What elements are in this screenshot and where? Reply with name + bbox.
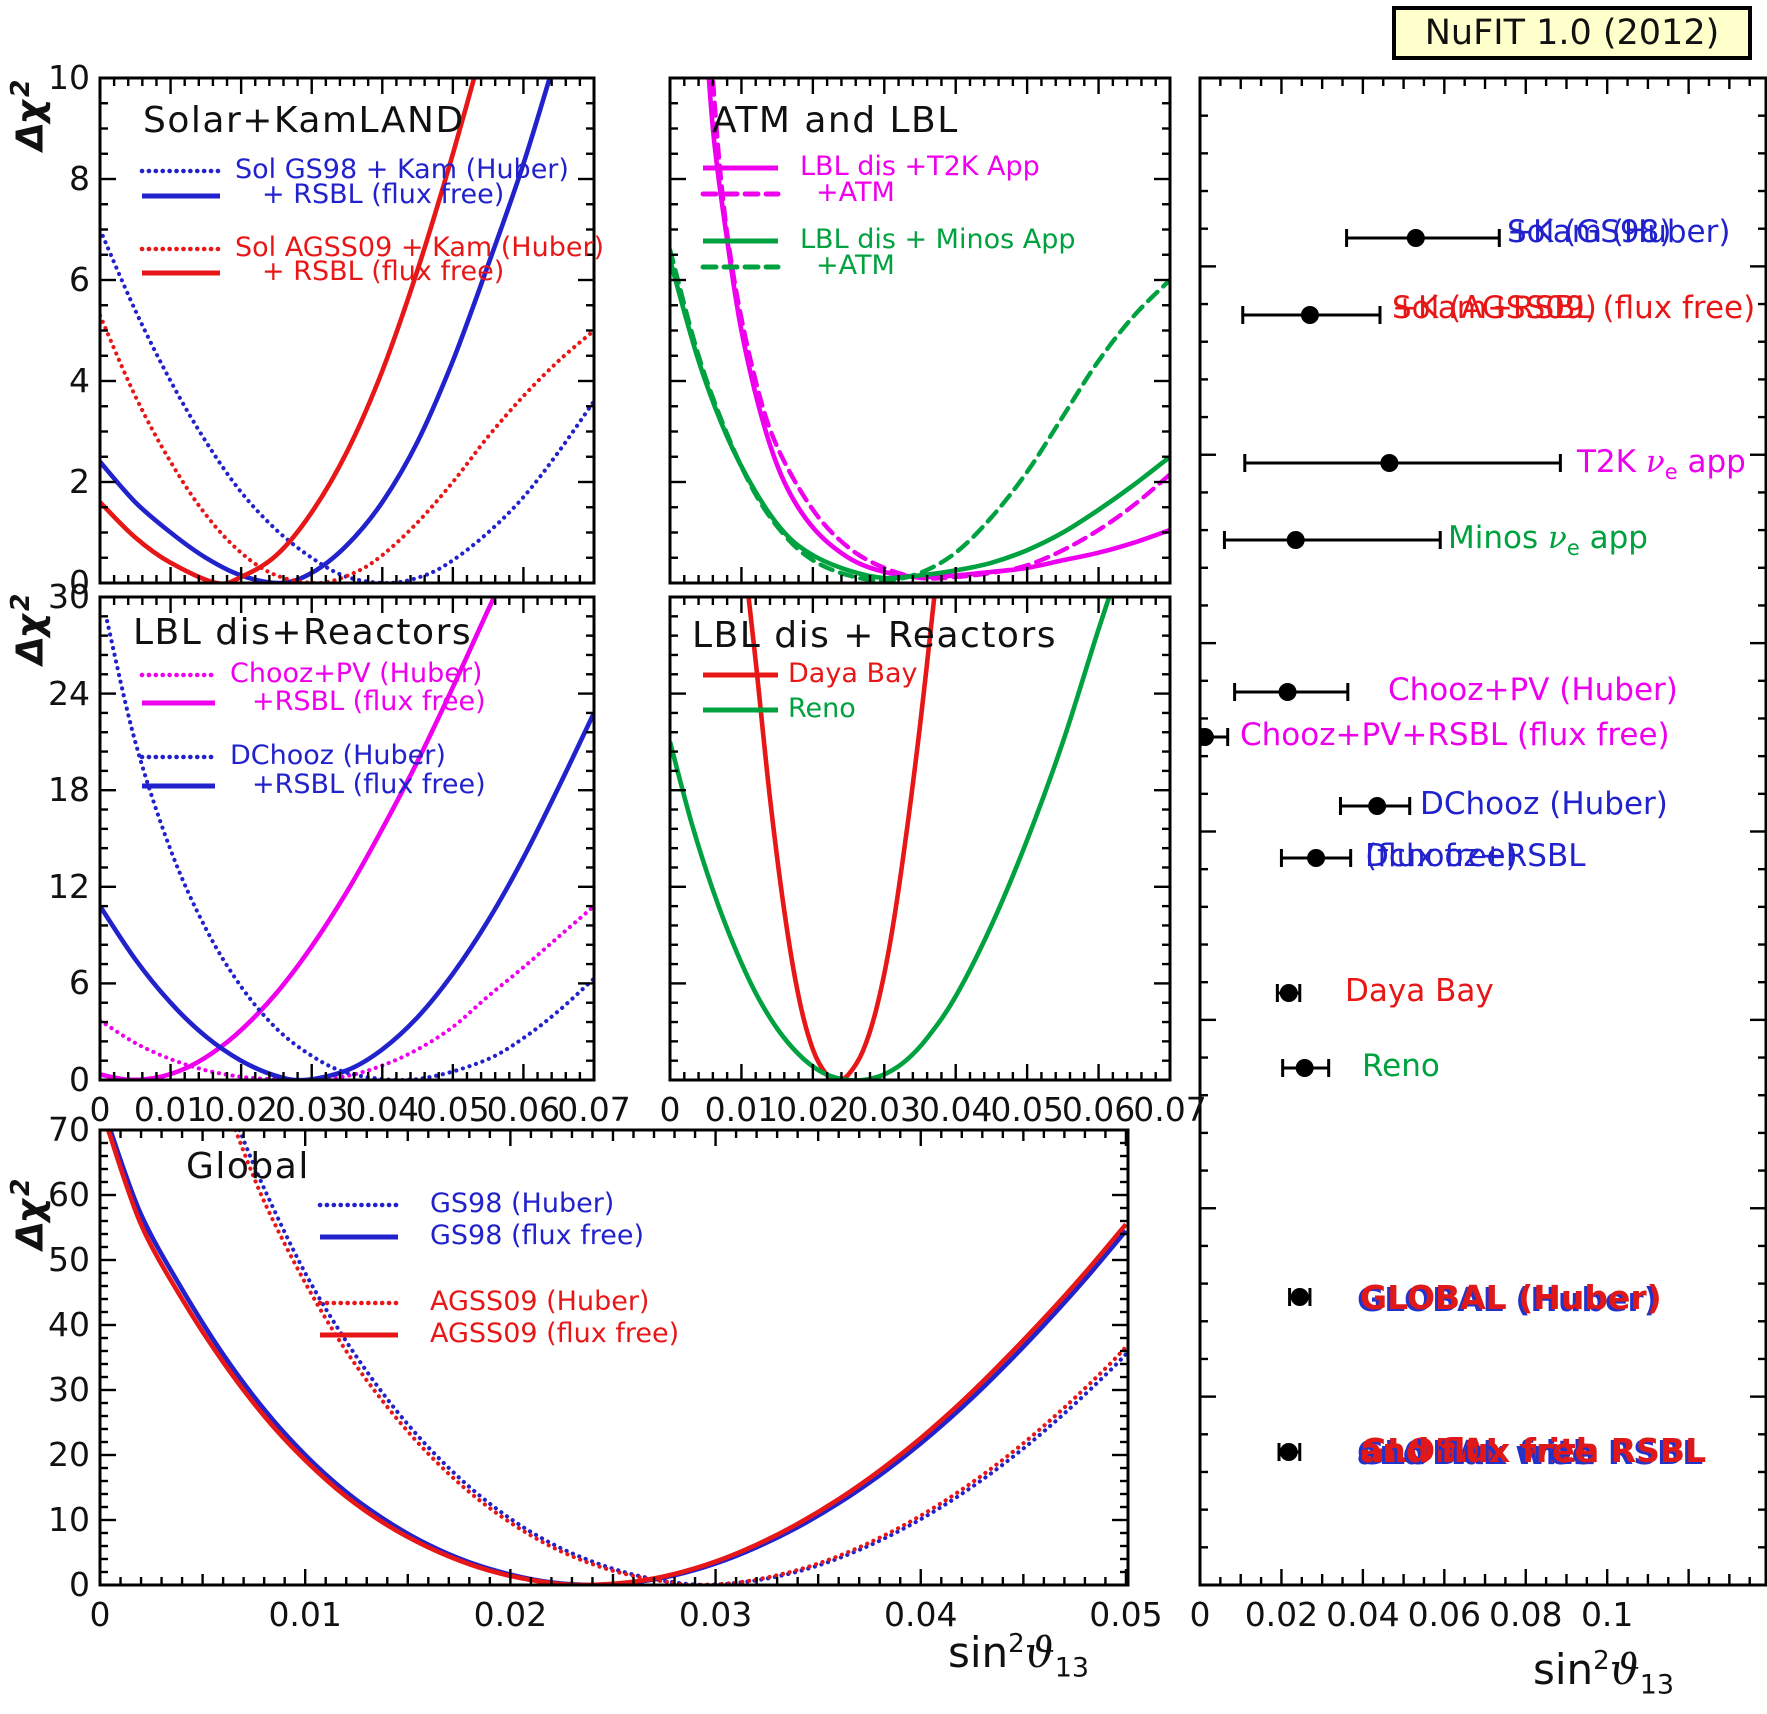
lbl-dis-reactors-left-series <box>100 711 594 1080</box>
atm-and-lbl-series <box>670 247 1170 583</box>
lbl-dis-reactors-right-series <box>746 597 937 1080</box>
atm-and-lbl-series <box>710 78 1170 581</box>
best-fit-point <box>1380 454 1399 472</box>
best-fit-point <box>1279 984 1298 1002</box>
global-series <box>233 1130 1128 1585</box>
lbl-dis-reactors-left-frame <box>98 595 596 1082</box>
overview-frame <box>1198 76 1767 1587</box>
global-series <box>237 1130 1128 1585</box>
best-fit-point <box>1286 531 1305 549</box>
nufit-version-badge: NuFIT 1.0 (2012) <box>1392 6 1752 60</box>
best-fit-point <box>1279 1443 1298 1461</box>
lbl-dis-reactors-left-curves <box>100 597 594 1080</box>
lbl-dis-reactors-left-series <box>105 619 594 1080</box>
lbl-dis-reactors-left-series <box>100 597 497 1080</box>
best-fit-point <box>1368 797 1387 815</box>
best-fit-point <box>1295 1059 1314 1077</box>
solar-kamland-frame <box>98 76 596 585</box>
solar-kamland-series <box>100 227 594 583</box>
solar-kamland-curves <box>100 78 594 583</box>
overview-points <box>1200 229 1562 1461</box>
lbl-dis-reactors-right-curves <box>670 597 1112 1080</box>
best-fit-point <box>1300 306 1319 324</box>
atm-and-lbl-series <box>706 78 1170 580</box>
solar-kamland-series <box>100 78 553 583</box>
best-fit-point <box>1290 1288 1309 1306</box>
best-fit-point <box>1278 683 1297 701</box>
best-fit-point <box>1406 229 1425 247</box>
global-series <box>106 1130 1128 1585</box>
lbl-dis-reactors-left-series <box>100 904 594 1080</box>
atm-and-lbl-curves <box>670 78 1170 583</box>
best-fit-point <box>1200 728 1214 746</box>
solar-kamland-series <box>100 78 477 583</box>
global-series <box>108 1130 1128 1585</box>
global-frame <box>98 1128 1130 1587</box>
solar-kamland-series <box>100 313 594 583</box>
best-fit-point <box>1307 849 1326 867</box>
lbl-dis-reactors-right-series <box>670 597 1112 1080</box>
lbl-dis-reactors-right-frame <box>668 595 1172 1082</box>
global-curves <box>106 1130 1128 1585</box>
